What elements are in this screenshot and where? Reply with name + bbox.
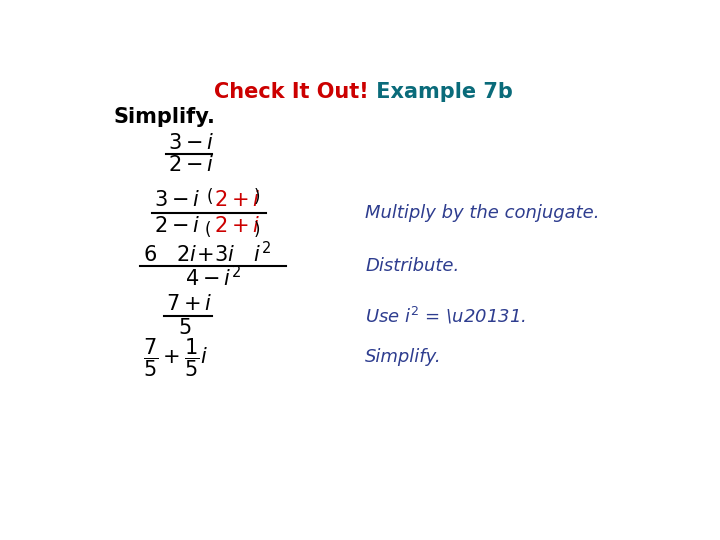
Text: $4-i^2$: $4-i^2$ [185,266,241,291]
Text: $3-i$: $3-i$ [168,133,214,153]
Text: $2-i$: $2-i$ [168,155,214,175]
Text: $\mathsf{(}$: $\mathsf{(}$ [206,186,213,206]
Text: $2+i$: $2+i$ [214,190,261,210]
Text: $5$: $5$ [179,318,192,338]
Text: $\mathsf{)}$: $\mathsf{)}$ [253,186,260,206]
Text: $7+i$: $7+i$ [166,294,212,314]
Text: Simplify.: Simplify. [113,107,215,127]
Text: Use $i^2$ = \u20131.: Use $i^2$ = \u20131. [365,305,526,326]
Text: $2-i$: $2-i$ [153,215,200,236]
Text: $2+i$: $2+i$ [214,215,261,236]
Text: $\mathsf{)}$: $\mathsf{)}$ [253,219,260,239]
Text: $\mathsf{(}$: $\mathsf{(}$ [204,219,211,239]
Text: $3-i$: $3-i$ [153,190,200,210]
Text: Check It Out!: Check It Out! [215,82,369,102]
Text: Simplify.: Simplify. [365,348,442,367]
Text: Multiply by the conjugate.: Multiply by the conjugate. [365,204,600,221]
Text: Example 7b: Example 7b [369,82,513,102]
Text: Distribute.: Distribute. [365,256,459,275]
Text: $\dfrac{7}{5}+\dfrac{1}{5}i$: $\dfrac{7}{5}+\dfrac{1}{5}i$ [143,336,208,379]
Text: $6\quad 2i\!+\!3i\quad i^2$: $6\quad 2i\!+\!3i\quad i^2$ [143,241,271,266]
